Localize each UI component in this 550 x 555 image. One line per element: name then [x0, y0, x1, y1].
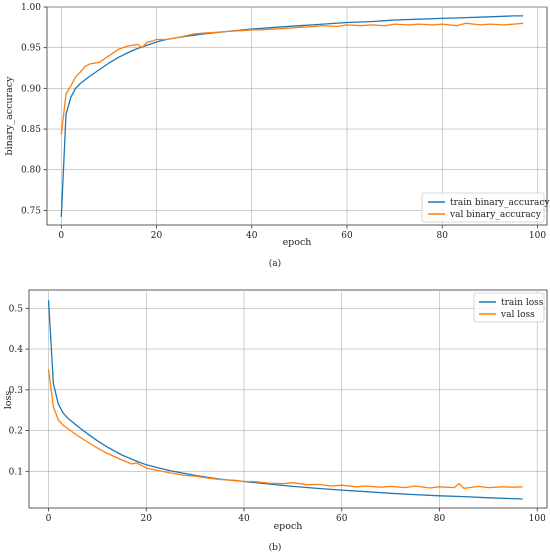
caption-b: (b) — [269, 542, 282, 553]
loss-xtick-label-60: 60 — [336, 514, 348, 524]
loss-series — [47, 300, 523, 500]
legend-label-train-accuracy: train binary_accuracy — [450, 198, 550, 208]
accuracy-xtick-label-60: 60 — [341, 231, 353, 241]
accuracy-plot-frame — [46, 6, 548, 226]
accuracy-x-ticks: 0 20 40 60 80 100 — [58, 225, 546, 241]
accuracy-legend: train binary_accuracy val binary_accurac… — [421, 192, 550, 223]
legend-label-val-loss: val loss — [500, 310, 535, 320]
loss-legend: train loss val loss — [473, 292, 545, 323]
accuracy-grid — [47, 6, 547, 225]
accuracy-series-line-train — [60, 15, 524, 217]
loss-ytick-label-3: 0.4 — [9, 345, 24, 355]
caption-a: (a) — [269, 258, 281, 269]
loss-x-axis-label: epoch — [274, 521, 303, 532]
accuracy-ytick-label-3: 0.90 — [21, 84, 41, 94]
accuracy-xtick-label-20: 20 — [151, 231, 163, 241]
loss-series-line-train — [47, 300, 523, 500]
loss-ytick-label-4: 0.5 — [9, 304, 24, 314]
loss-ytick-label-0: 0.1 — [9, 467, 23, 477]
accuracy-ytick-label-4: 0.95 — [21, 44, 41, 54]
loss-xtick-label-0: 0 — [46, 514, 52, 524]
loss-ytick-label-1: 0.2 — [9, 427, 23, 437]
legend-label-train-loss: train loss — [501, 298, 544, 308]
accuracy-y-ticks: 0.75 0.80 0.85 0.90 0.95 1.00 — [21, 3, 47, 216]
loss-plot-frame — [28, 289, 548, 509]
loss-legend-box — [473, 292, 545, 323]
legend-label-val-accuracy: val binary_accuracy — [449, 210, 542, 220]
accuracy-ytick-label-5: 1.00 — [21, 3, 41, 13]
accuracy-ytick-label-1: 0.80 — [21, 166, 41, 176]
accuracy-ytick-label-2: 0.85 — [21, 125, 41, 135]
loss-y-axis-label: loss — [3, 391, 14, 410]
accuracy-xtick-label-80: 80 — [437, 231, 449, 241]
loss-xtick-label-40: 40 — [238, 514, 250, 524]
loss-y-ticks: 0.1 0.2 0.3 0.4 0.5 — [9, 304, 29, 477]
loss-grid — [29, 290, 547, 508]
accuracy-ytick-label-0: 0.75 — [21, 206, 41, 216]
loss-xtick-label-20: 20 — [141, 514, 153, 524]
accuracy-chart: 0 20 40 60 80 100 0.75 0.80 0.85 0.90 0.95 1.00 ep… — [4, 3, 550, 269]
accuracy-y-axis-label: binary_accuracy — [4, 76, 15, 156]
loss-xtick-label-80: 80 — [434, 514, 446, 524]
loss-chart: 0 20 40 60 80 100 0.10.20.30.40.5 epoch loss … — [3, 289, 548, 553]
accuracy-xtick-label-100: 100 — [529, 231, 546, 241]
loss-series-line-val — [47, 369, 523, 490]
accuracy-series — [60, 15, 524, 217]
accuracy-xtick-label-40: 40 — [246, 231, 258, 241]
loss-x-ticks: 0 20 40 60 80 100 — [46, 508, 546, 524]
accuracy-series-line-val — [60, 22, 524, 135]
accuracy-xtick-label-0: 0 — [58, 231, 64, 241]
loss-xtick-label-100: 100 — [529, 514, 546, 524]
accuracy-x-axis-label: epoch — [283, 237, 312, 248]
accuracy-legend-box — [421, 192, 545, 223]
loss-ytick-label-2: 0.3 — [9, 386, 24, 396]
